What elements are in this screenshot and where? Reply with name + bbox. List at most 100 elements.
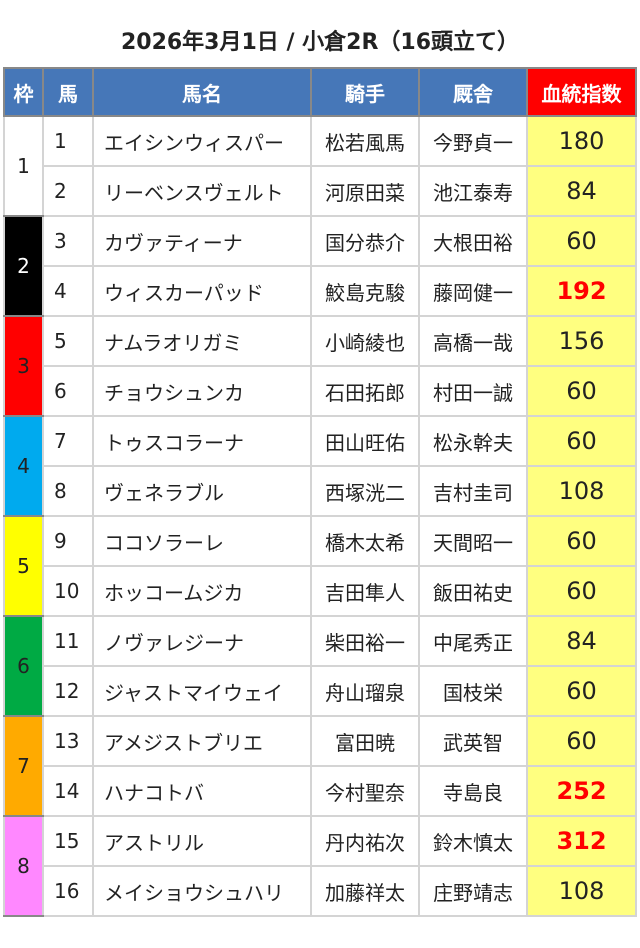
header-number: 馬 [42, 67, 94, 117]
pedigree-index: 60 [526, 715, 637, 767]
jockey-name: 舟山瑠泉 [310, 665, 420, 717]
horse-name: メイショウシュハリ [92, 865, 312, 917]
horse-number: 11 [42, 615, 94, 667]
horse-name: カヴァティーナ [92, 215, 312, 267]
frame-cell: 8 [3, 815, 44, 917]
horse-name: アメジストブリエ [92, 715, 312, 767]
jockey-name: 丹内祐次 [310, 815, 420, 867]
trainer-name: 村田一誠 [418, 365, 528, 417]
pedigree-index: 60 [526, 665, 637, 717]
trainer-name: 武英智 [418, 715, 528, 767]
horse-number: 4 [42, 265, 94, 317]
horse-name: ウィスカーパッド [92, 265, 312, 317]
horse-name: ハナコトバ [92, 765, 312, 817]
horse-name: ナムラオリガミ [92, 315, 312, 367]
header-pedigree-index: 血統指数 [526, 67, 637, 117]
table-row: 12 ジャストマイウェイ 舟山瑠泉 国枝栄 60 [4, 665, 637, 717]
jockey-name: 小崎綾也 [310, 315, 420, 367]
pedigree-index: 108 [526, 865, 637, 917]
header-horse-name: 馬名 [92, 67, 312, 117]
horse-number: 10 [42, 565, 94, 617]
horse-number: 16 [42, 865, 94, 917]
trainer-name: 大根田裕 [418, 215, 528, 267]
pedigree-index: 180 [526, 115, 637, 167]
trainer-name: 吉村圭司 [418, 465, 528, 517]
jockey-name: 国分恭介 [310, 215, 420, 267]
pedigree-index: 312 [526, 815, 637, 867]
table-row: 2 リーベンスヴェルト 河原田菜 池江泰寿 84 [4, 165, 637, 217]
frame-cell: 7 [3, 715, 44, 817]
jockey-name: 今村聖奈 [310, 765, 420, 817]
table-row: 6 チョウシュンカ 石田拓郎 村田一誠 60 [4, 365, 637, 417]
horse-name: ココソラーレ [92, 515, 312, 567]
frame-cell: 2 [3, 215, 44, 317]
trainer-name: 国枝栄 [418, 665, 528, 717]
horse-name: チョウシュンカ [92, 365, 312, 417]
horse-name: ヴェネラブル [92, 465, 312, 517]
table-row: 7 13 アメジストブリエ 富田暁 武英智 60 [3, 715, 637, 817]
page-title: 2026年3月1日 / 小倉2R（16頭立て） [120, 30, 520, 55]
frame-cell: 6 [3, 615, 44, 717]
trainer-name: 寺島良 [418, 765, 528, 817]
table-row: 1 1 エイシンウィスパー 松若風馬 今野貞一 180 [3, 115, 637, 217]
pedigree-index: 60 [526, 365, 637, 417]
pedigree-index: 84 [526, 165, 637, 217]
table-row: 8 15 アストリル 丹内祐次 鈴木慎太 312 [3, 815, 637, 917]
trainer-name: 高橋一哉 [418, 315, 528, 367]
trainer-name: 今野貞一 [418, 115, 528, 167]
horse-number: 5 [42, 315, 94, 367]
horse-number: 13 [42, 715, 94, 767]
table-row: 3 5 ナムラオリガミ 小崎綾也 高橋一哉 156 [3, 315, 637, 417]
jockey-name: 富田暁 [310, 715, 420, 767]
table-row: 16 メイショウシュハリ 加藤祥太 庄野靖志 108 [4, 865, 637, 917]
horse-number: 15 [42, 815, 94, 867]
jockey-name: 柴田裕一 [310, 615, 420, 667]
horse-number: 2 [42, 165, 94, 217]
trainer-name: 鈴木慎太 [418, 815, 528, 867]
horse-name: ジャストマイウェイ [92, 665, 312, 717]
entries-table: 枠 馬 馬名 騎手 厩舎 血統指数 1 1 エイシンウィスパー 松若風馬 今野貞一 180… [3, 67, 637, 917]
horse-name: エイシンウィスパー [92, 115, 312, 167]
jockey-name: 松若風馬 [310, 115, 420, 167]
horse-number: 8 [42, 465, 94, 517]
horse-name: アストリル [92, 815, 312, 867]
table-row: 10 ホッコームジカ 吉田隼人 飯田祐史 60 [4, 565, 637, 617]
pedigree-index: 60 [526, 515, 637, 567]
horse-number: 1 [42, 115, 94, 167]
horse-name: ホッコームジカ [92, 565, 312, 617]
horse-number: 9 [42, 515, 94, 567]
table-row: 8 ヴェネラブル 西塚洸二 吉村圭司 108 [4, 465, 637, 517]
table-row: 2 3 カヴァティーナ 国分恭介 大根田裕 60 [3, 215, 637, 317]
trainer-name: 飯田祐史 [418, 565, 528, 617]
horse-number: 7 [42, 415, 94, 467]
jockey-name: 橋木太希 [310, 515, 420, 567]
table-row: 14 ハナコトバ 今村聖奈 寺島良 252 [4, 765, 637, 817]
trainer-name: 天間昭一 [418, 515, 528, 567]
horse-name: ノヴァレジーナ [92, 615, 312, 667]
pedigree-index: 84 [526, 615, 637, 667]
pedigree-index: 60 [526, 215, 637, 267]
jockey-name: 吉田隼人 [310, 565, 420, 617]
frame-cell: 4 [3, 415, 44, 517]
jockey-name: 西塚洸二 [310, 465, 420, 517]
horse-number: 6 [42, 365, 94, 417]
table-row: 5 9 ココソラーレ 橋木太希 天間昭一 60 [3, 515, 637, 617]
pedigree-index: 60 [526, 415, 637, 467]
header-frame: 枠 [3, 67, 44, 117]
horse-name: トゥスコラーナ [92, 415, 312, 467]
trainer-name: 松永幹夫 [418, 415, 528, 467]
pedigree-index: 192 [526, 265, 637, 317]
trainer-name: 藤岡健一 [418, 265, 528, 317]
table-row: 4 7 トゥスコラーナ 田山旺佑 松永幹夫 60 [3, 415, 637, 517]
trainer-name: 池江泰寿 [418, 165, 528, 217]
pedigree-index: 108 [526, 465, 637, 517]
jockey-name: 加藤祥太 [310, 865, 420, 917]
horse-number: 12 [42, 665, 94, 717]
frame-cell: 3 [3, 315, 44, 417]
frame-cell: 1 [3, 115, 44, 217]
trainer-name: 庄野靖志 [418, 865, 528, 917]
header-row: 枠 馬 馬名 騎手 厩舎 血統指数 [3, 67, 637, 117]
header-trainer: 厩舎 [418, 67, 528, 117]
trainer-name: 中尾秀正 [418, 615, 528, 667]
pedigree-index: 156 [526, 315, 637, 367]
